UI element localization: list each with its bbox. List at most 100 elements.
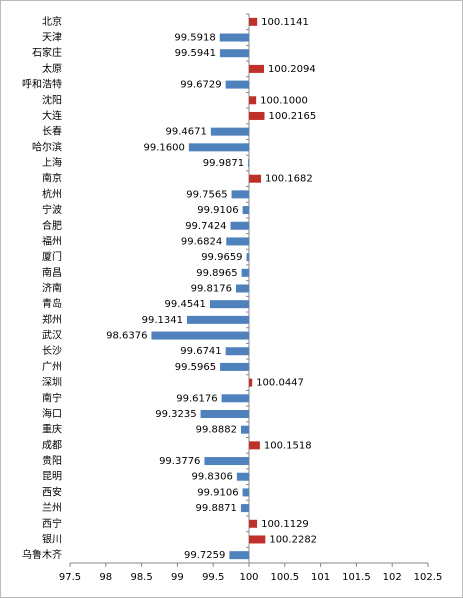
data-label: 99.3235: [155, 409, 196, 420]
y-tick-label: 北京: [42, 15, 62, 28]
bar: [220, 362, 249, 371]
data-label: 99.6729: [180, 80, 221, 91]
y-tick-label: 郑州: [42, 313, 62, 326]
x-tick-label: 97.5: [59, 572, 81, 583]
bar: [225, 347, 249, 356]
bar: [187, 315, 249, 324]
bar: [219, 49, 249, 58]
x-tick-label: 100: [239, 572, 258, 583]
y-tick-label: 呼和浩特: [22, 79, 62, 91]
bar: [249, 378, 253, 387]
y-tick-label: 宁波: [42, 203, 62, 216]
bar: [241, 268, 249, 277]
y-tick-label: 成都: [42, 439, 62, 451]
data-label: 100.2094: [268, 64, 316, 75]
y-tick-label: 大连: [42, 109, 62, 122]
bar: [240, 504, 249, 513]
data-label: 98.6376: [106, 331, 147, 342]
bar: [246, 253, 249, 262]
bar: [240, 425, 249, 434]
bar: [242, 488, 249, 497]
bar: [219, 33, 249, 42]
bar: [249, 111, 265, 120]
x-tick-label: 99: [171, 572, 184, 583]
y-tick-label: 沈阳: [42, 93, 62, 106]
y-tick-label: 西宁: [42, 517, 62, 530]
data-label: 100.1000: [260, 95, 308, 106]
y-tick-label: 广州: [42, 361, 62, 373]
y-tick-label: 天津: [42, 32, 62, 44]
y-tick-label: 长春: [42, 126, 62, 138]
bar: [230, 221, 249, 230]
x-tick-label: 98: [99, 572, 112, 583]
bar: [249, 17, 258, 26]
data-label: 99.6824: [181, 236, 222, 247]
y-tick-label: 上海: [42, 156, 62, 169]
y-tick-label: 合肥: [42, 219, 62, 232]
bar: [249, 96, 257, 105]
bar: [188, 143, 249, 152]
data-label: 99.7424: [185, 221, 226, 232]
data-label: 99.4541: [165, 299, 206, 310]
y-tick-label: 兰州: [42, 501, 62, 514]
y-tick-label: 厦门: [42, 250, 62, 263]
y-tick-label: 杭州: [42, 187, 62, 200]
bar: [229, 551, 249, 560]
bar: [200, 409, 249, 418]
data-label: 99.1341: [142, 315, 183, 326]
data-label: 99.8882: [196, 425, 237, 436]
bar: [204, 457, 249, 466]
data-label: 99.6741: [180, 346, 221, 357]
y-tick-label: 南京: [42, 172, 62, 185]
y-tick-label: 长沙: [42, 345, 62, 357]
y-tick-label: 南昌: [42, 266, 62, 279]
data-label: 99.8871: [196, 503, 237, 514]
y-tick-label: 南宁: [42, 391, 62, 404]
data-label: 99.8965: [196, 268, 237, 279]
y-tick-label: 太原: [42, 62, 62, 75]
x-tick-label: 102: [383, 572, 402, 583]
bar: [151, 331, 249, 340]
data-label: 100.2282: [269, 534, 317, 545]
data-label: 99.9659: [201, 252, 242, 263]
data-label: 100.1518: [264, 440, 312, 451]
data-label: 99.7259: [184, 550, 225, 561]
data-label: 99.3776: [159, 456, 200, 467]
y-tick-label: 重庆: [42, 423, 62, 436]
bar: [249, 64, 264, 73]
bar: [236, 472, 249, 481]
bar: [249, 441, 260, 450]
y-tick-label: 石家庄: [32, 46, 62, 59]
data-label: 99.5941: [175, 48, 216, 59]
bar: [210, 127, 249, 136]
y-tick-label: 乌鲁木齐: [22, 548, 62, 561]
y-tick-label: 贵阳: [42, 454, 62, 467]
bar: [248, 159, 249, 168]
bar: [249, 535, 266, 544]
data-label: 100.1129: [261, 519, 309, 530]
data-label: 99.6176: [176, 393, 217, 404]
y-tick-label: 武汉: [42, 329, 62, 342]
bar: [231, 190, 249, 199]
data-label: 99.1600: [143, 142, 184, 153]
data-label: 99.5918: [174, 33, 215, 44]
data-label: 99.9871: [203, 158, 244, 169]
x-tick-label: 101: [311, 572, 330, 583]
y-tick-label: 海口: [42, 407, 62, 420]
bar: [209, 300, 249, 309]
y-tick-label: 深圳: [42, 377, 62, 389]
data-label: 100.2165: [269, 111, 317, 122]
data-label: 100.1141: [261, 17, 309, 28]
bar: [249, 174, 262, 183]
y-tick-label: 福州: [42, 234, 62, 247]
data-label: 99.8176: [191, 284, 232, 295]
bar: [225, 80, 249, 89]
y-tick-label: 银川: [42, 532, 62, 545]
x-tick-label: 99.5: [202, 572, 224, 583]
bar: [226, 237, 249, 246]
y-tick-label: 济南: [42, 282, 62, 295]
data-label: 99.9106: [197, 205, 238, 216]
data-label: 99.5965: [175, 362, 216, 373]
x-tick-label: 102.5: [414, 572, 443, 583]
